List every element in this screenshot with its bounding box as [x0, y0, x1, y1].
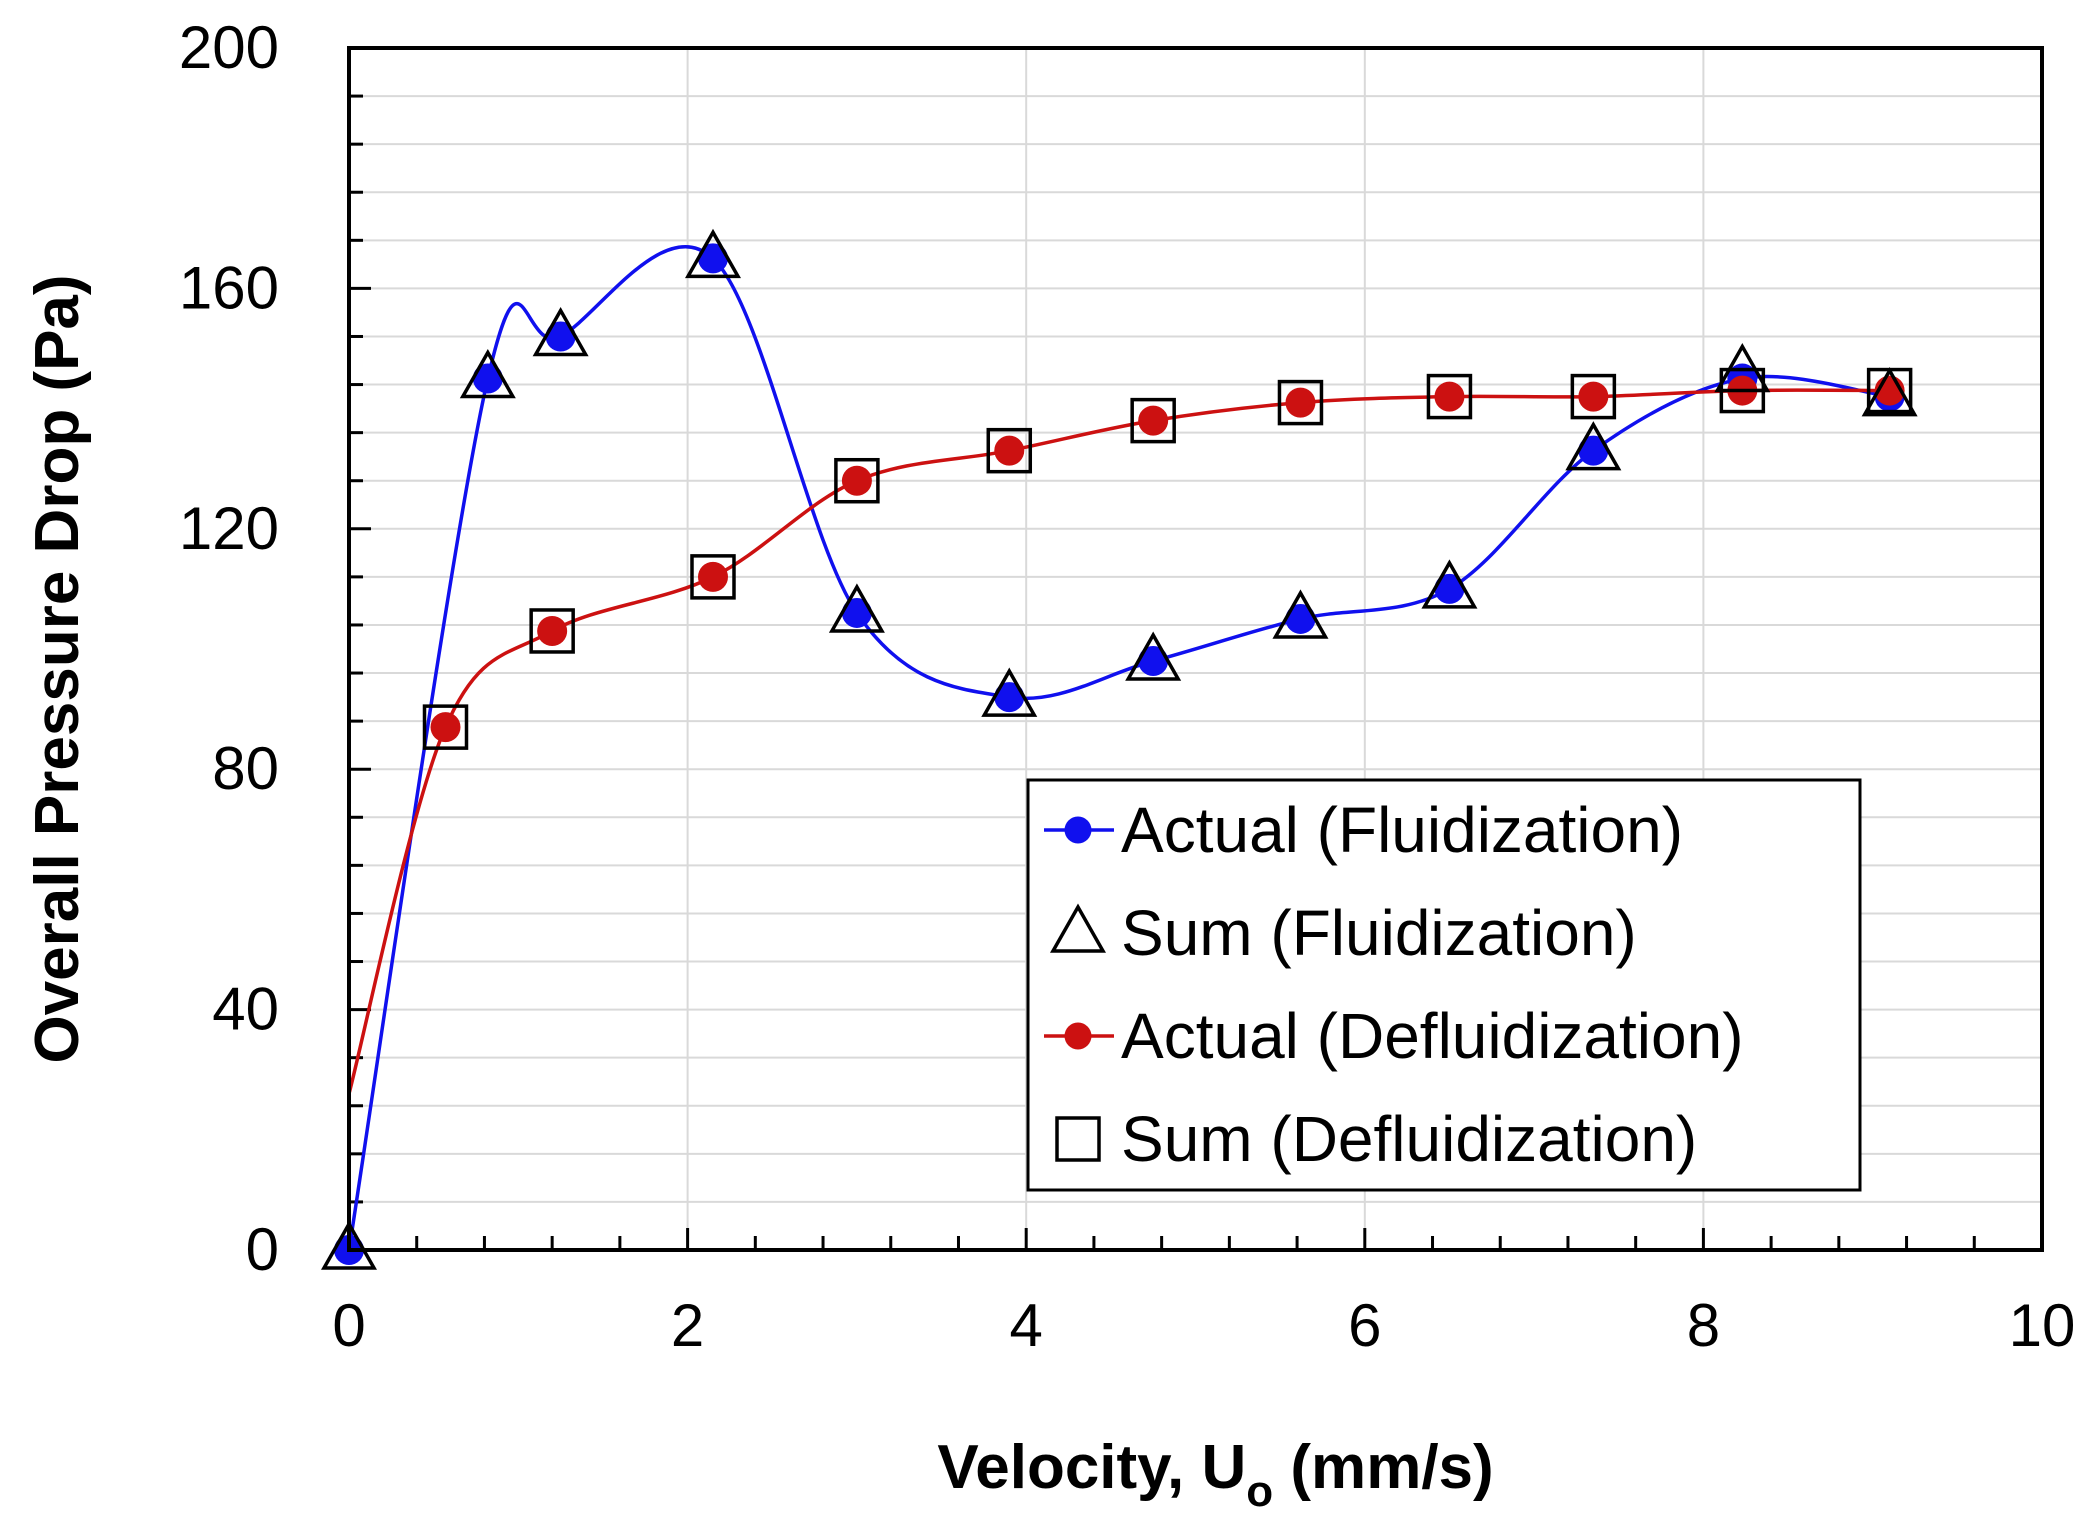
data-point-sum-defluidization — [1570, 373, 1617, 420]
data-point-actual-fluidization — [1138, 646, 1169, 677]
data-point-sum-defluidization — [1866, 367, 1913, 414]
legend-item-sum-fluidization: Sum (Fluidization) — [1049, 897, 1637, 969]
y-tick-label: 40 — [212, 976, 279, 1043]
data-point-sum-defluidization — [1277, 379, 1324, 426]
legend-item-sum-defluidization: Sum (Defluidization) — [1055, 1103, 1697, 1175]
x-tick-label: 10 — [2009, 1292, 2076, 1359]
plot-frame — [347, 46, 2044, 1252]
data-point-sum-defluidization — [1719, 367, 1766, 414]
data-point-sum-fluidization — [1421, 559, 1478, 609]
data-point-sum-fluidization — [459, 349, 516, 399]
x-tick-label: 6 — [1348, 1292, 1381, 1359]
data-point-sum-fluidization — [828, 583, 885, 633]
data-point-actual-fluidization — [472, 363, 503, 394]
data-point-sum-defluidization — [834, 457, 880, 504]
legend-marker-sum-defluidization — [1055, 1116, 1101, 1162]
data-point-sum-fluidization — [1272, 589, 1329, 639]
legend-marker-actual-defluidization — [1064, 1022, 1092, 1050]
data-point-actual-fluidization — [697, 243, 728, 274]
data-point-actual-defluidization — [537, 615, 568, 646]
series-sum-fluidization — [320, 228, 1918, 1270]
data-point-sum-defluidization — [690, 554, 736, 600]
data-point-actual-defluidization — [1578, 381, 1609, 412]
data-point-actual-fluidization — [994, 682, 1025, 713]
data-point-actual-fluidization — [545, 321, 576, 352]
data-point-sum-defluidization — [1426, 373, 1473, 420]
x-tick-label: 2 — [671, 1292, 704, 1359]
legend-marker-sum-fluidization — [1049, 903, 1107, 953]
legend-label-actual-defluidization: Actual (Defluidization) — [1121, 1000, 1744, 1072]
tick-label-layer: 0 2 4 6 8 10 0 40 80 120 160 200 — [179, 14, 2075, 1359]
data-point-sum-defluidization — [986, 427, 1033, 474]
data-point-actual-fluidization — [1434, 573, 1465, 604]
data-point-actual-defluidization — [1434, 381, 1465, 412]
legend-box — [1026, 778, 1862, 1192]
data-point-sum-defluidization — [422, 704, 469, 750]
y-tick-label: 80 — [212, 735, 279, 802]
series-actual-fluidization — [334, 243, 1905, 1265]
x-axis-title-unit: (mm/s) — [1273, 1433, 1493, 1502]
series-layer — [320, 228, 1918, 1270]
data-point-actual-defluidization — [430, 712, 461, 743]
series-sum-defluidization — [422, 367, 1913, 750]
data-point-actual-defluidization — [1285, 387, 1316, 418]
legend-item-actual-defluidization: Actual (Defluidization) — [1044, 1000, 1744, 1072]
x-tick-label: 8 — [1687, 1292, 1720, 1359]
data-point-sum-fluidization — [1565, 421, 1622, 471]
y-tick-label: 200 — [179, 14, 279, 81]
y-tick-label: 0 — [246, 1216, 279, 1283]
x-tick-label: 0 — [332, 1292, 365, 1359]
data-point-actual-defluidization — [1138, 405, 1169, 436]
data-point-actual-fluidization — [1285, 603, 1316, 634]
data-point-sum-fluidization — [684, 228, 742, 279]
data-point-sum-defluidization — [1130, 397, 1176, 444]
legend-item-actual-fluidization: Actual (Fluidization) — [1044, 794, 1683, 866]
legend-label-sum-fluidization: Sum (Fluidization) — [1121, 897, 1637, 969]
data-point-sum-fluidization — [1861, 367, 1918, 417]
y-tick-label: 120 — [179, 495, 279, 562]
data-point-actual-fluidization — [1578, 435, 1609, 466]
legend-marker-actual-fluidization — [1064, 816, 1092, 844]
y-tick-label: 160 — [179, 254, 279, 321]
data-point-actual-defluidization — [994, 435, 1025, 466]
legend-label-actual-fluidization: Actual (Fluidization) — [1121, 794, 1683, 866]
data-point-actual-fluidization — [841, 597, 872, 628]
data-point-sum-fluidization — [532, 306, 589, 357]
x-tick-label: 4 — [1010, 1292, 1043, 1359]
data-point-actual-defluidization — [697, 561, 728, 592]
x-axis-title-subscript: o — [1246, 1467, 1273, 1516]
data-point-sum-fluidization — [320, 1220, 378, 1270]
legend-label-sum-defluidization: Sum (Defluidization) — [1121, 1103, 1697, 1175]
data-point-sum-defluidization — [529, 608, 575, 654]
legend: Actual (Fluidization) Sum (Fluidization) A… — [1026, 778, 1862, 1192]
y-axis-title: Overall Pressure Drop (Pa) — [23, 274, 92, 1063]
data-point-sum-fluidization — [1125, 631, 1182, 681]
x-axis-title: Velocity, Uo (mm/s) — [937, 1433, 1493, 1516]
data-point-actual-defluidization — [841, 465, 872, 496]
x-axis-title-main: Velocity, U — [937, 1433, 1246, 1502]
data-point-sum-fluidization — [981, 667, 1038, 717]
